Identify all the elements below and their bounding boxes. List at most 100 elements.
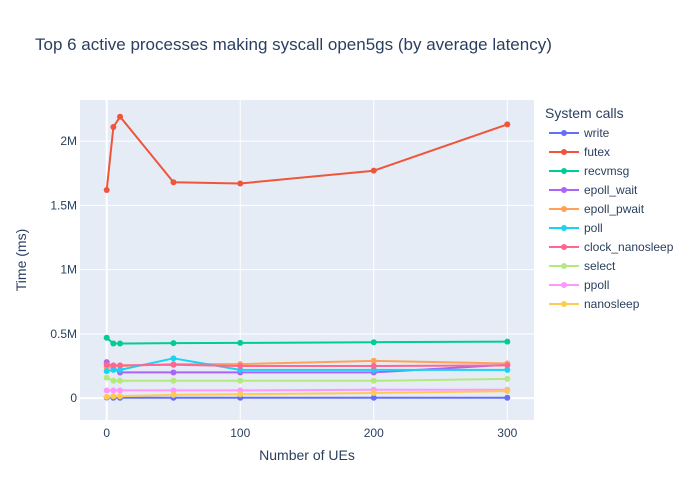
data-point[interactable] [117, 340, 124, 347]
legend-item[interactable]: nanosleep [549, 297, 640, 311]
x-tick-label: 0 [103, 426, 110, 440]
chart-title: Top 6 active processes making syscall op… [35, 35, 552, 54]
legend-marker [561, 187, 567, 193]
data-point[interactable] [117, 393, 124, 400]
x-tick-label: 200 [364, 426, 384, 440]
legend-label: nanosleep [584, 297, 640, 311]
legend-marker [561, 225, 567, 231]
data-point[interactable] [504, 362, 511, 369]
legend-marker [561, 282, 567, 288]
data-point[interactable] [117, 366, 124, 373]
legend-item[interactable]: poll [549, 221, 603, 235]
data-point[interactable] [170, 387, 177, 394]
data-point[interactable] [170, 369, 177, 376]
data-point[interactable] [103, 334, 110, 341]
data-point[interactable] [103, 387, 110, 394]
legend-marker [561, 130, 567, 136]
series-poll [103, 355, 511, 375]
legend-item[interactable]: select [549, 259, 616, 273]
y-axis-title: Time (ms) [13, 229, 29, 291]
legend: System calls write futex recvmsg epoll_wait… [545, 105, 674, 311]
data-point[interactable] [370, 339, 377, 346]
legend-item[interactable]: epoll_pwait [549, 202, 645, 216]
legend-marker [561, 244, 567, 250]
y-tick-label: 0.5M [50, 327, 77, 341]
legend-label: clock_nanosleep [584, 240, 674, 254]
data-point[interactable] [370, 377, 377, 384]
data-point[interactable] [170, 377, 177, 384]
legend-item[interactable]: ppoll [549, 278, 609, 292]
data-point[interactable] [504, 375, 511, 382]
data-point[interactable] [504, 366, 511, 373]
data-point[interactable] [170, 361, 177, 368]
data-point[interactable] [237, 391, 244, 398]
series-futex [103, 113, 511, 193]
data-point[interactable] [504, 388, 511, 395]
legend-item[interactable]: recvmsg [549, 164, 629, 178]
legend-marker [561, 168, 567, 174]
data-point[interactable] [110, 377, 117, 384]
data-point[interactable] [110, 340, 117, 347]
legend-label: ppoll [584, 278, 609, 292]
data-point[interactable] [117, 362, 124, 369]
data-point[interactable] [170, 355, 177, 362]
data-point[interactable] [504, 121, 511, 128]
legend-label: futex [584, 145, 610, 159]
y-tick-label: 2M [60, 134, 77, 148]
data-point[interactable] [370, 363, 377, 370]
data-point[interactable] [170, 340, 177, 347]
series-nanosleep [103, 388, 511, 400]
x-tick-label: 300 [497, 426, 517, 440]
data-point[interactable] [504, 394, 511, 401]
data-point[interactable] [370, 357, 377, 364]
y-tick-label: 1M [60, 263, 77, 277]
data-point[interactable] [237, 180, 244, 187]
data-point[interactable] [237, 339, 244, 346]
data-point[interactable] [110, 362, 117, 369]
data-point[interactable] [117, 377, 124, 384]
legend-marker [561, 301, 567, 307]
legend-title: System calls [545, 105, 624, 121]
legend-marker [561, 263, 567, 269]
data-point[interactable] [170, 179, 177, 186]
data-point[interactable] [110, 123, 117, 130]
legend-item[interactable]: futex [549, 145, 610, 159]
data-point[interactable] [110, 387, 117, 394]
data-point[interactable] [117, 113, 124, 120]
data-point[interactable] [370, 167, 377, 174]
series-recvmsg [103, 334, 511, 347]
data-point[interactable] [170, 391, 177, 398]
y-tick-label: 1.5M [50, 198, 77, 212]
data-point[interactable] [237, 363, 244, 370]
data-point[interactable] [103, 368, 110, 375]
data-point[interactable] [117, 387, 124, 394]
data-point[interactable] [103, 393, 110, 400]
legend-item[interactable]: write [549, 126, 610, 140]
tick-labels: 0 100 200 300 0 0.5M 1M 1.5M 2M [50, 134, 517, 440]
legend-label: write [583, 126, 610, 140]
legend-marker [561, 206, 567, 212]
series-line [106, 388, 508, 392]
legend-label: epoll_wait [584, 183, 638, 197]
legend-label: poll [584, 221, 603, 235]
x-tick-label: 100 [230, 426, 250, 440]
legend-label: recvmsg [584, 164, 629, 178]
series-clock_nanosleep [103, 361, 511, 370]
legend-label: select [584, 259, 616, 273]
series-layer [103, 113, 511, 401]
legend-marker [561, 149, 567, 155]
data-point[interactable] [103, 374, 110, 381]
data-point[interactable] [370, 390, 377, 397]
legend-item[interactable]: epoll_wait [549, 183, 638, 197]
x-axis-title: Number of UEs [259, 447, 355, 463]
data-point[interactable] [103, 361, 110, 368]
data-point[interactable] [237, 377, 244, 384]
legend-label: epoll_pwait [584, 202, 645, 216]
data-point[interactable] [110, 393, 117, 400]
data-point[interactable] [370, 394, 377, 401]
data-point[interactable] [110, 366, 117, 373]
legend-item[interactable]: clock_nanosleep [549, 240, 674, 254]
data-point[interactable] [504, 338, 511, 345]
data-point[interactable] [103, 186, 110, 193]
